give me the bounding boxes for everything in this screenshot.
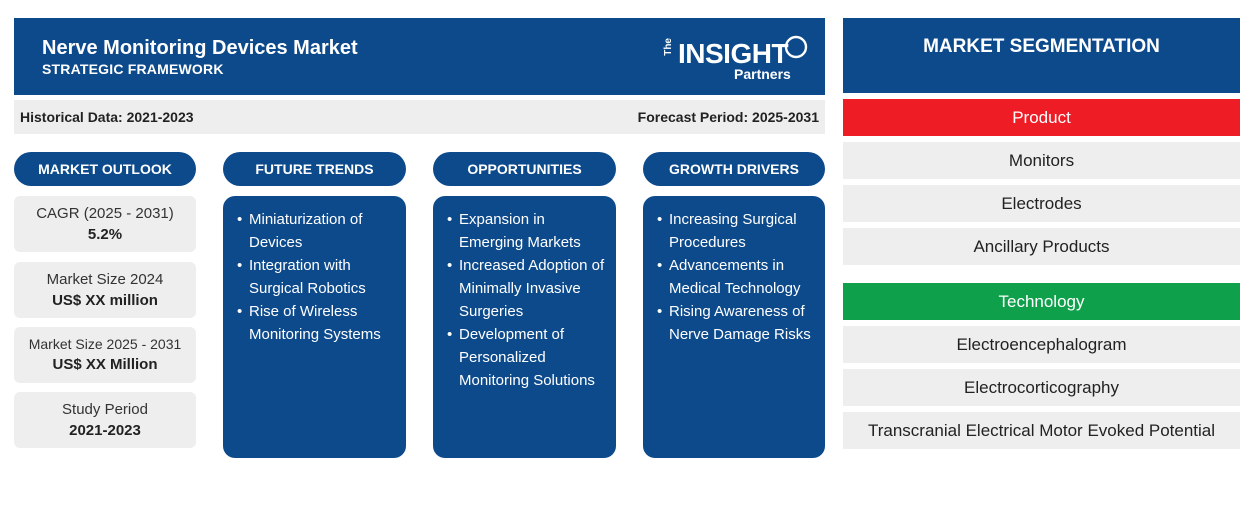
outlook-label: Market Size 2025 - 2031 <box>28 336 182 352</box>
segment-item: Electrocorticography <box>843 369 1240 406</box>
report-subtitle: STRATEGIC FRAMEWORK <box>42 61 224 77</box>
outlook-value: US$ XX million <box>52 292 158 309</box>
growth-drivers-header: GROWTH DRIVERS <box>643 152 825 186</box>
outlook-market-size-forecast: Market Size 2025 - 2031 US$ XX Million <box>14 327 196 383</box>
opportunities-list: Expansion in Emerging Markets Increased … <box>447 208 606 392</box>
logo-partners: Partners <box>734 66 791 82</box>
outlook-value: 2021-2023 <box>69 422 141 439</box>
growth-drivers-list: Increasing Surgical Procedures Advanceme… <box>657 208 815 346</box>
header-banner: Nerve Monitoring Devices Market STRATEGI… <box>14 18 825 95</box>
segment-category-product: Product <box>843 99 1240 136</box>
segment-item: Electrodes <box>843 185 1240 222</box>
forecast-period: Forecast Period: 2025-2031 <box>637 109 819 125</box>
segmentation-title: MARKET SEGMENTATION <box>843 18 1240 93</box>
segment-item: Electroencephalogram <box>843 326 1240 363</box>
report-title: Nerve Monitoring Devices Market <box>42 37 358 59</box>
outlook-label: CAGR (2025 - 2031) <box>36 205 174 222</box>
segment-category-technology: Technology <box>843 283 1240 320</box>
outlook-value: US$ XX Million <box>52 356 158 373</box>
outlook-market-size-2024: Market Size 2024 US$ XX million <box>14 262 196 318</box>
outlook-cagr: CAGR (2025 - 2031) 5.2% <box>14 196 196 252</box>
list-item: Integration with Surgical Robotics <box>237 254 396 300</box>
list-item: Advancements in Medical Technology <box>657 254 815 300</box>
list-item: Increased Adoption of Minimally Invasive… <box>447 254 606 323</box>
outlook-value: 5.2% <box>87 226 123 243</box>
outlook-study-period: Study Period 2021-2023 <box>14 392 196 448</box>
growth-drivers-panel: Increasing Surgical Procedures Advanceme… <box>643 196 825 458</box>
logo-bulb-icon <box>784 35 808 59</box>
logo-the: The <box>663 38 674 56</box>
outlook-label: Market Size 2024 <box>46 271 164 288</box>
logo-insight: INSIGHT <box>678 38 789 69</box>
insight-partners-logo: The INSIGHT Partners <box>663 32 814 84</box>
list-item: Rise of Wireless Monitoring Systems <box>237 300 396 346</box>
outlook-label: Study Period <box>62 401 148 418</box>
future-trends-panel: Miniaturization of Devices Integration w… <box>223 196 406 458</box>
segment-item: Monitors <box>843 142 1240 179</box>
future-trends-list: Miniaturization of Devices Integration w… <box>237 208 396 346</box>
list-item: Expansion in Emerging Markets <box>447 208 606 254</box>
historical-data: Historical Data: 2021-2023 <box>20 109 194 125</box>
list-item: Rising Awareness of Nerve Damage Risks <box>657 300 815 346</box>
segment-item: Ancillary Products <box>843 228 1240 265</box>
period-bar: Historical Data: 2021-2023 Forecast Peri… <box>14 100 825 134</box>
list-item: Development of Personalized Monitoring S… <box>447 323 606 392</box>
market-outlook-header: MARKET OUTLOOK <box>14 152 196 186</box>
opportunities-header: OPPORTUNITIES <box>433 152 616 186</box>
segment-item: Transcranial Electrical Motor Evoked Pot… <box>843 412 1240 449</box>
opportunities-panel: Expansion in Emerging Markets Increased … <box>433 196 616 458</box>
future-trends-header: FUTURE TRENDS <box>223 152 406 186</box>
list-item: Increasing Surgical Procedures <box>657 208 815 254</box>
list-item: Miniaturization of Devices <box>237 208 396 254</box>
